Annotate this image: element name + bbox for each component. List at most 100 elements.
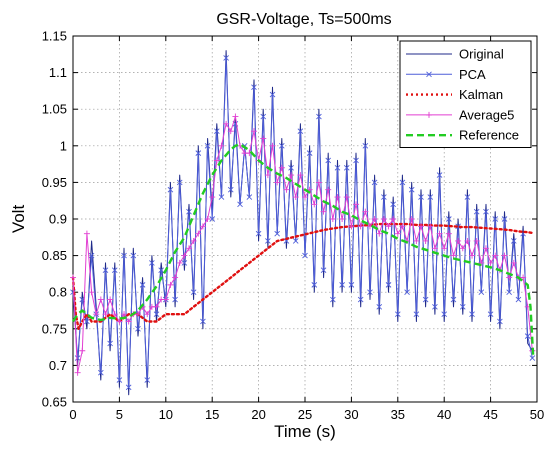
data-point-average5 <box>422 237 429 244</box>
data-point-average5 <box>209 194 216 201</box>
data-point-pca <box>510 238 517 244</box>
data-point-average5 <box>357 223 364 230</box>
data-point-pca <box>371 179 378 186</box>
data-point-average5 <box>362 208 369 215</box>
data-point-pca <box>139 282 146 288</box>
y-tick-label: 0.85 <box>42 248 67 263</box>
legend-label-average5: Average5 <box>459 107 514 122</box>
y-tick-label: 0.95 <box>42 175 67 190</box>
data-point-pca <box>376 304 383 310</box>
data-point-average5 <box>413 237 420 244</box>
data-point-pca <box>227 186 234 193</box>
data-point-average5 <box>269 142 276 149</box>
y-tick-label: 1.1 <box>49 65 67 80</box>
data-point-average5 <box>376 230 383 237</box>
data-point-pca <box>478 289 485 296</box>
x-tick-label: 0 <box>69 407 76 422</box>
data-point-average5 <box>501 252 508 259</box>
y-tick-label: 1 <box>60 138 67 153</box>
data-point-pca <box>260 113 267 120</box>
data-point-pca <box>135 325 141 332</box>
data-point-pca <box>130 252 137 259</box>
data-point-pca <box>469 311 475 317</box>
data-point-average5 <box>325 186 332 193</box>
legend-label-kalman: Kalman <box>459 87 503 102</box>
data-point-average5 <box>153 303 160 310</box>
series-line-kalman <box>71 222 534 330</box>
x-tick-label: 40 <box>437 407 451 422</box>
data-point-average5 <box>380 216 387 222</box>
data-point-pca <box>334 164 341 171</box>
data-point-pca <box>181 260 188 266</box>
data-point-pca <box>306 150 313 156</box>
data-point-average5 <box>385 223 392 230</box>
data-point-pca <box>436 172 443 178</box>
data-point-average5 <box>102 311 109 318</box>
legend-label-original: Original <box>459 47 504 62</box>
data-point-average5 <box>93 311 100 318</box>
data-point-average5 <box>260 135 267 142</box>
data-point-pca <box>111 267 118 274</box>
data-point-average5 <box>329 216 336 222</box>
data-point-pca <box>84 318 90 325</box>
data-point-average5 <box>213 157 220 164</box>
data-point-average5 <box>144 311 151 318</box>
data-point-average5 <box>227 128 234 135</box>
data-point-pca <box>200 318 206 325</box>
data-point-pca <box>473 208 480 215</box>
data-point-pca <box>316 113 322 120</box>
axis-ticks: 0 5 10 15 20 25 30 35 40 45 50 0.65 0.7 0.75 0.8 0.85 0.… <box>42 29 545 423</box>
data-point-pca <box>524 333 531 339</box>
data-point-pca <box>223 55 229 61</box>
data-point-average5 <box>283 186 290 193</box>
data-point-pca <box>176 179 183 186</box>
data-point-pca <box>297 128 304 134</box>
legend-marker-pca <box>426 71 432 78</box>
data-point-average5 <box>315 179 322 186</box>
data-point-pca <box>190 289 197 296</box>
data-point-pca <box>501 216 508 222</box>
data-point-average5 <box>520 274 527 281</box>
data-point-pca <box>172 296 178 303</box>
data-point-average5 <box>204 216 211 222</box>
data-point-average5 <box>427 223 434 230</box>
data-point-pca <box>422 296 429 303</box>
data-point-pca <box>74 355 81 361</box>
y-tick-label: 0.65 <box>42 395 67 410</box>
legend-marker-average5 <box>426 111 432 118</box>
data-point-average5 <box>408 216 415 222</box>
data-point-average5 <box>250 128 257 135</box>
data-point-average5 <box>97 296 104 303</box>
data-point-pca <box>246 194 253 200</box>
data-point-average5 <box>311 201 318 208</box>
data-point-pca <box>107 340 113 347</box>
data-point-pca <box>186 208 192 215</box>
data-point-pca <box>529 355 536 361</box>
y-tick-label: 1.15 <box>42 29 67 44</box>
data-point-average5 <box>390 216 397 222</box>
data-point-average5 <box>74 369 81 376</box>
data-point-average5 <box>320 208 327 215</box>
data-point-pca <box>292 238 299 244</box>
data-point-average5 <box>167 281 174 288</box>
data-point-average5 <box>436 230 443 237</box>
data-point-average5 <box>288 172 295 179</box>
y-axis-title: Volt <box>9 205 28 234</box>
data-point-pca <box>158 267 164 274</box>
data-point-average5 <box>218 142 225 149</box>
x-axis-title: Time (s) <box>274 422 336 441</box>
data-point-average5 <box>116 318 123 325</box>
data-point-average5 <box>441 245 448 252</box>
data-point-average5 <box>343 194 350 201</box>
x-tick-label: 50 <box>530 407 544 422</box>
data-point-pca <box>339 282 345 288</box>
data-point-pca <box>381 194 387 200</box>
data-point-pca <box>497 318 503 325</box>
series-line-average5 <box>72 116 533 374</box>
data-point-pca <box>88 252 95 259</box>
data-point-pca <box>404 289 410 296</box>
data-point-average5 <box>464 237 471 244</box>
data-point-pca <box>278 142 285 149</box>
data-point-pca <box>251 84 257 91</box>
data-point-pca <box>269 91 276 98</box>
